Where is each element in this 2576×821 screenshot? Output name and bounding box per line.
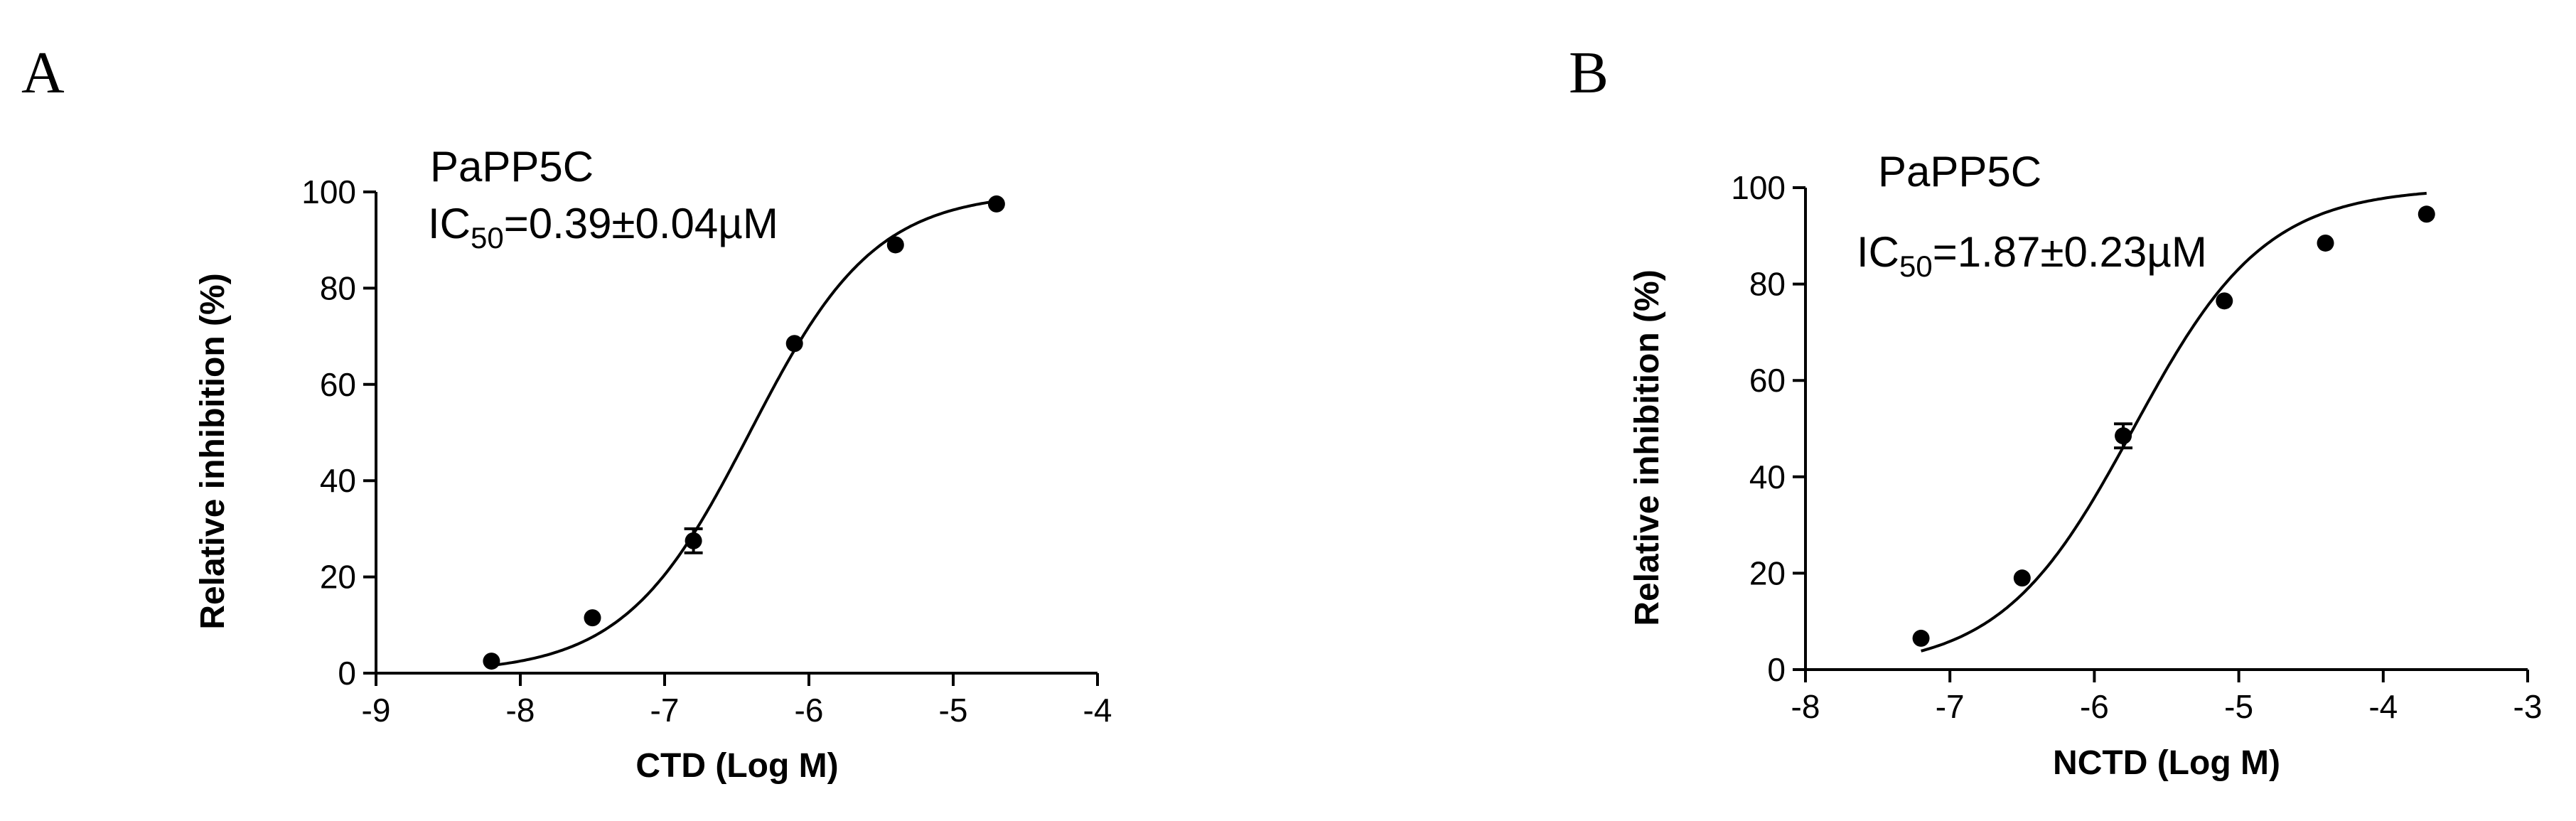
y-tick-label: 100: [1731, 169, 1786, 206]
fit-curve: [1921, 191, 2427, 653]
x-tick-label: -5: [2224, 688, 2253, 725]
x-tick-label: -4: [1083, 692, 1112, 729]
ic50-annotation: IC50=0.39±0.04µM: [428, 200, 778, 254]
data-point: [886, 236, 904, 254]
y-tick-label: 60: [320, 366, 356, 403]
y-axis-label: Relative inhibition (%): [1628, 269, 1666, 626]
ic50-value: =1.87±0.23µM: [1933, 228, 2207, 276]
x-tick-label: -6: [2080, 688, 2109, 725]
x-axis-label: NCTD (Log M): [2053, 744, 2280, 782]
x-axis-label: CTD (Log M): [635, 747, 838, 785]
data-marks: [1912, 191, 2435, 653]
y-tick-label: 0: [1767, 651, 1786, 688]
y-tick-label: 20: [1749, 554, 1786, 591]
y-tick-label: 40: [1749, 458, 1786, 495]
data-point: [2013, 569, 2031, 587]
ic50-prefix: IC: [1857, 228, 1899, 276]
data-point: [987, 195, 1005, 213]
axes: -8 -7 -6 -5 -4 -3 0 20 40 60 80 100: [1731, 169, 2542, 725]
data-point: [2317, 234, 2334, 252]
data-point: [2417, 205, 2435, 223]
panel-label: A: [21, 40, 65, 106]
compound-label: PaPP5C: [430, 143, 594, 191]
x-tick-label: -7: [650, 692, 680, 729]
ic50-subscript: 50: [471, 221, 504, 254]
y-tick-label: 40: [320, 462, 356, 499]
ic50-subscript: 50: [1899, 249, 1933, 283]
panel-label: B: [1569, 40, 1609, 106]
data-point: [785, 335, 803, 353]
x-tick-label: -5: [939, 692, 968, 729]
x-tick-label: -7: [1936, 688, 1965, 725]
x-tick-label: -6: [795, 692, 824, 729]
ic50-prefix: IC: [428, 200, 471, 247]
ic50-value: =0.39±0.04µM: [504, 200, 778, 247]
x-tick-label: -8: [1791, 688, 1820, 725]
y-tick-label: 0: [338, 655, 356, 692]
y-axis-label: Relative inhibition (%): [194, 273, 232, 629]
x-tick-label: -3: [2513, 688, 2543, 725]
data-point: [2115, 427, 2132, 445]
x-tick-label: -9: [362, 692, 391, 729]
data-point: [483, 653, 500, 670]
data-point: [1912, 629, 1930, 647]
axes: -9 -8 -7 -6 -5 -4 0 20 40 60 80 100: [301, 173, 1112, 729]
panel-a: A -9 -8 -7 -6 -5 -4 0 20 40 60 80 100 CTD (Log M) R…: [21, 40, 1112, 785]
fit-curve: [491, 199, 997, 667]
x-tick-label: -8: [506, 692, 535, 729]
data-point: [685, 532, 702, 549]
data-point: [584, 609, 601, 627]
ic50-annotation: IC50=1.87±0.23µM: [1857, 228, 2207, 283]
data-point: [2216, 292, 2233, 310]
x-tick-label: -4: [2368, 688, 2398, 725]
compound-label: PaPP5C: [1878, 148, 2041, 195]
y-tick-label: 100: [301, 173, 356, 210]
data-marks: [483, 195, 1005, 670]
y-tick-label: 80: [320, 269, 356, 306]
y-tick-label: 60: [1749, 362, 1786, 399]
y-tick-label: 80: [1749, 266, 1786, 303]
y-tick-label: 20: [320, 559, 356, 596]
